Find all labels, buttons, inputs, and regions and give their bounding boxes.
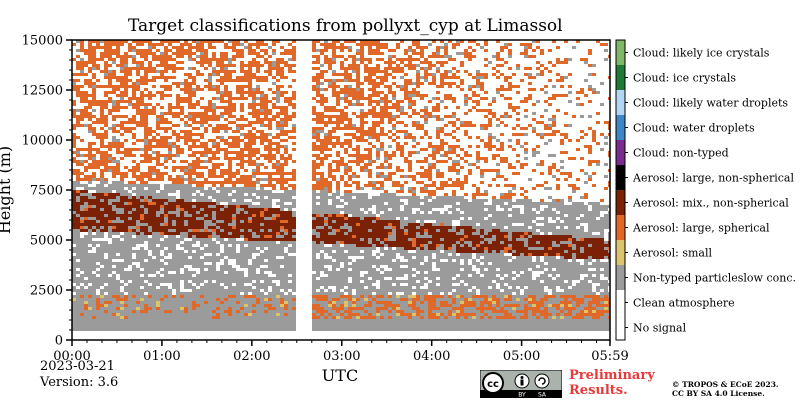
x-tick-label-5: 05:00 — [503, 349, 540, 364]
badge-by-text: BY — [518, 392, 526, 399]
sa-share-icon — [534, 373, 550, 389]
y-axis-label: Height (m) — [0, 146, 14, 234]
x-tick-label-1: 01:00 — [143, 349, 180, 364]
badge-sa-text: SA — [538, 392, 547, 399]
cc-by-sa-license-badge: cc BY SA — [480, 370, 562, 398]
legend-label-11: No signal — [633, 322, 687, 335]
legend-label-7: Aerosol: large, spherical — [632, 222, 770, 235]
legend-label-5: Aerosol: large, non-spherical — [632, 172, 794, 185]
legend-label-0: Cloud: likely ice crystals — [633, 47, 770, 60]
classification-cells — [72, 40, 610, 331]
y-tick-label-0: 0 — [55, 334, 63, 349]
legend-label-4: Cloud: non-typed — [633, 147, 729, 160]
copyright-note: © TROPOS & ECoE 2023. CC BY SA 4.0 Licen… — [672, 380, 779, 398]
legend-label-9: Non-typed particleslow conc. — [633, 272, 796, 285]
legend-label-2: Cloud: likely water droplets — [633, 97, 788, 110]
y-tick-label-3: 7500 — [30, 184, 63, 199]
legend-swatch-10 — [616, 290, 625, 315]
copyright-line-2: CC BY SA 4.0 License. — [672, 389, 765, 398]
x-tick-label-6: 05:59 — [591, 349, 628, 364]
y-tick-label-1: 2500 — [30, 284, 63, 299]
y-tick-label-4: 10000 — [22, 134, 63, 149]
y-tick-label-6: 15000 — [22, 34, 63, 49]
cc-icon — [482, 372, 504, 394]
x-tick-label-0: 00:00 — [53, 349, 90, 364]
measurement-date: 2023-03-21 — [40, 359, 115, 374]
legend-swatch-11 — [616, 315, 625, 340]
x-tick-label-4: 04:00 — [413, 349, 450, 364]
y-tick-label-2: 5000 — [30, 234, 63, 249]
legend-swatch-7 — [616, 215, 625, 240]
x-tick-label-2: 02:00 — [233, 349, 270, 364]
preliminary-line-2: Results. — [569, 383, 628, 398]
legend-swatch-2 — [616, 90, 625, 115]
x-tick-label-3: 03:00 — [323, 349, 360, 364]
legend-swatch-4 — [616, 140, 625, 165]
legend-label-3: Cloud: water droplets — [633, 122, 755, 135]
y-tick-label-5: 12500 — [22, 84, 63, 99]
chart-title: Target classifications from pollyxt_cyp … — [128, 16, 563, 36]
legend-swatch-5 — [616, 165, 625, 190]
copyright-line-1: © TROPOS & ECoE 2023. — [672, 380, 779, 389]
legend-label-1: Cloud: ice crystals — [633, 72, 736, 85]
version-label: Version: 3.6 — [40, 375, 119, 390]
preliminary-results-note: Preliminary Results. — [569, 368, 655, 398]
preliminary-line-1: Preliminary — [569, 368, 655, 383]
legend-frame — [615, 39, 626, 341]
legend-swatch-1 — [616, 65, 625, 90]
x-axis-label: UTC — [322, 366, 358, 385]
legend-label-10: Clean atmosphere — [633, 297, 735, 310]
legend-swatch-3 — [616, 115, 625, 140]
legend-swatch-0 — [616, 40, 625, 65]
legend-swatch-8 — [616, 240, 625, 265]
legend-swatch-6 — [616, 190, 625, 215]
legend-label-6: Aerosol: mix., non-spherical — [632, 197, 789, 210]
legend-label-8: Aerosol: small — [632, 247, 712, 260]
legend-swatch-9 — [616, 265, 625, 290]
